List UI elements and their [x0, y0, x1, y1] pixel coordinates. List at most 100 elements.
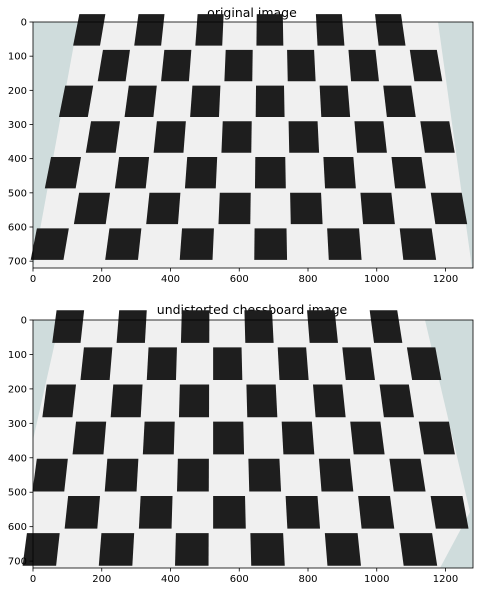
chessboard-square [52, 310, 85, 343]
x-tick-label: 1200 [433, 274, 458, 285]
chessboard-square [213, 347, 243, 381]
chessboard-square [190, 85, 221, 117]
chessboard-square [312, 384, 346, 418]
image-original [30, 14, 473, 268]
chessboard-square [324, 533, 361, 566]
chessboard-square [360, 192, 395, 225]
chessboard-square [64, 495, 101, 529]
chessboard-square [389, 458, 426, 492]
plot-original: original image 0 200 400 600 800 1000 1200 010… [8, 5, 474, 285]
chessboard-square [85, 121, 121, 153]
y-tick-label: 700 [8, 257, 27, 268]
chessboard-square [213, 421, 245, 455]
y-tick-label: 400 [8, 453, 27, 464]
chessboard-square [430, 495, 469, 529]
y-tick-label: 100 [8, 52, 27, 63]
chessboard-square [110, 384, 143, 418]
y-tick-label: 0 [21, 316, 27, 327]
y-tick-label: 0 [21, 18, 27, 29]
chessboard-square [22, 533, 60, 566]
chessboard-square [323, 157, 356, 189]
chessboard-square [161, 49, 192, 82]
chessboard-square [318, 458, 354, 492]
y-tick-label: 300 [8, 419, 27, 430]
y-tick-label: 100 [8, 350, 27, 361]
chessboard-square [256, 14, 284, 46]
chessboard-square [246, 384, 278, 418]
chessboard-square [180, 310, 210, 343]
image-undistorted [22, 310, 473, 568]
chessboard-square [290, 192, 323, 225]
chessboard-square [248, 458, 282, 492]
chessboard-square [224, 49, 253, 82]
chessboard-square [184, 157, 218, 189]
chessboard-square [342, 347, 375, 381]
chessboard-square [30, 228, 69, 260]
chessboard-square [175, 533, 209, 566]
chessboard-square [383, 85, 416, 117]
x-tick-label: 400 [161, 274, 180, 285]
chessboard-square [73, 192, 111, 225]
chessboard-square [124, 85, 157, 117]
chessboard-square [98, 533, 135, 566]
chessboard-square [375, 14, 406, 46]
chessboard-square [42, 384, 76, 418]
x-tick-label: 400 [161, 574, 180, 585]
chessboard-square [244, 310, 274, 343]
y-tick-label: 200 [8, 384, 27, 395]
chessboard-square [142, 421, 175, 455]
chessboard-square [354, 121, 387, 153]
y-tick-label: 200 [8, 86, 27, 97]
chessboard-square [287, 49, 316, 82]
chessboard-square [97, 49, 130, 82]
plot-undistorted: undistorted chessboard image 0 200 400 600 8… [8, 302, 474, 585]
y-tick-label: 400 [8, 154, 27, 165]
chessboard-square [178, 384, 210, 418]
chessboard-square [254, 157, 286, 189]
axes-frame-original [32, 21, 474, 269]
chessboard-square [179, 228, 214, 260]
y-tick-label: 600 [8, 522, 27, 533]
chessboard-square [114, 157, 150, 189]
y-tick-label: 600 [8, 223, 27, 234]
chessboard-square [58, 85, 94, 117]
chessboard-square [146, 192, 181, 225]
y-tick-label: 500 [8, 188, 27, 199]
chessboard-square [319, 85, 351, 117]
chessboard-square [80, 347, 113, 381]
chessboard-square [134, 14, 165, 46]
chessboard-square [277, 347, 309, 381]
chessboard-square [153, 121, 186, 153]
chessboard-square [255, 85, 285, 117]
chessboard-square [44, 157, 82, 189]
chessboard-square [379, 384, 414, 418]
chessboard-square [116, 310, 147, 343]
chessboard-square [418, 421, 455, 455]
chessboard-square [315, 14, 345, 46]
chessboard-square [327, 228, 362, 260]
x-tick-label: 800 [298, 574, 317, 585]
chessboard-square [307, 310, 338, 343]
x-tick-label: 200 [92, 274, 111, 285]
chessboard-square [73, 14, 106, 46]
x-tick-label: 1000 [364, 574, 389, 585]
chessboard-square [406, 347, 442, 381]
chessboard-square [420, 121, 455, 153]
x-tick-label: 600 [230, 274, 249, 285]
chessboard-square [32, 458, 68, 492]
chessboard-square [250, 533, 285, 566]
chessboard-square [409, 49, 443, 82]
chessboard-square [358, 495, 395, 529]
y-tick-label: 300 [8, 120, 27, 131]
chessboard-square [254, 228, 288, 260]
chessboard-square [146, 347, 177, 381]
x-tick-label: 1200 [433, 574, 458, 585]
chessboard-square [176, 458, 209, 492]
chessboard-square [399, 533, 438, 566]
x-tick-label: 1000 [364, 274, 389, 285]
chessboard-square [104, 458, 139, 492]
y-tick-label: 700 [8, 557, 27, 568]
x-tick-label: 800 [298, 274, 317, 285]
chessboard-square [213, 495, 246, 529]
